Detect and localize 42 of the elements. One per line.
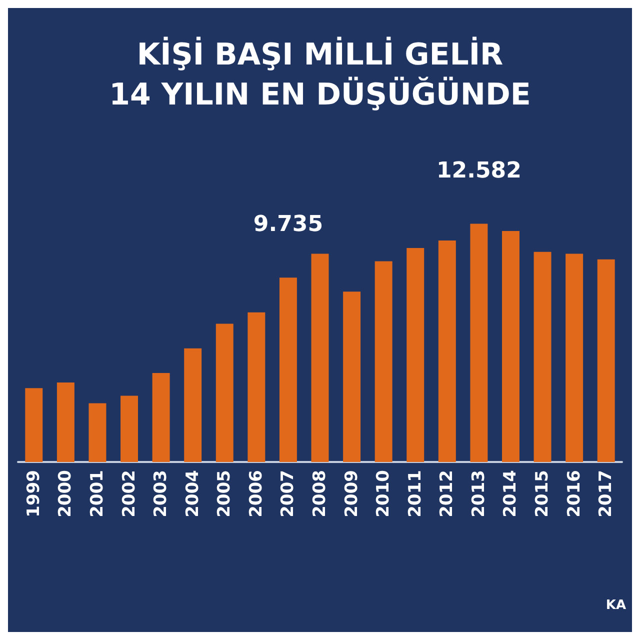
bar: [311, 254, 329, 462]
data-label: 9.735: [253, 212, 324, 238]
x-tick-label: 2011: [405, 470, 426, 518]
bar: [502, 231, 520, 462]
text: KA: [606, 598, 626, 613]
bar: [566, 254, 584, 462]
x-tick-label: 2009: [342, 470, 362, 518]
bar: [152, 373, 170, 462]
x-tick-label: 2003: [151, 470, 172, 518]
x-tick-label: 2010: [374, 470, 394, 518]
bar: [534, 252, 552, 462]
bar: [25, 388, 43, 462]
x-tick-label: 2017: [596, 470, 616, 518]
x-tick-label: 2012: [437, 470, 458, 518]
x-tick-label: 2007: [278, 470, 298, 518]
chart-title: KİŞİ BAŞI MİLLİ GELİR 14 YILIN EN DÜŞÜĞÜNDE: [109, 36, 531, 112]
x-tick-label: 2002: [119, 470, 140, 518]
bar: [374, 261, 392, 462]
x-tick-label: 2001: [87, 470, 108, 518]
x-tick-label: 2014: [500, 470, 521, 518]
x-tick-label: 2000: [56, 470, 76, 518]
bar: [248, 312, 266, 462]
x-tick-label: 1999: [24, 470, 44, 518]
bar: [343, 292, 361, 462]
x-tick-label: 2005: [214, 470, 235, 518]
bar: [597, 259, 615, 462]
bar: [216, 324, 234, 462]
bar: [184, 348, 202, 462]
x-tick-label: 2004: [182, 470, 203, 518]
bar: [438, 240, 456, 462]
x-tick-label: 2013: [468, 470, 489, 518]
x-tick-label: 2008: [310, 470, 330, 518]
data-label: 12.582: [436, 158, 522, 184]
bar: [470, 224, 488, 462]
x-tick-label: 2015: [532, 470, 553, 518]
bar: [56, 382, 74, 462]
x-tick-label: 2006: [246, 470, 266, 518]
bar: [88, 403, 106, 462]
bar: [120, 396, 138, 462]
x-tick-label: 2016: [564, 470, 584, 518]
bar: [406, 248, 424, 462]
bar: [279, 278, 297, 462]
